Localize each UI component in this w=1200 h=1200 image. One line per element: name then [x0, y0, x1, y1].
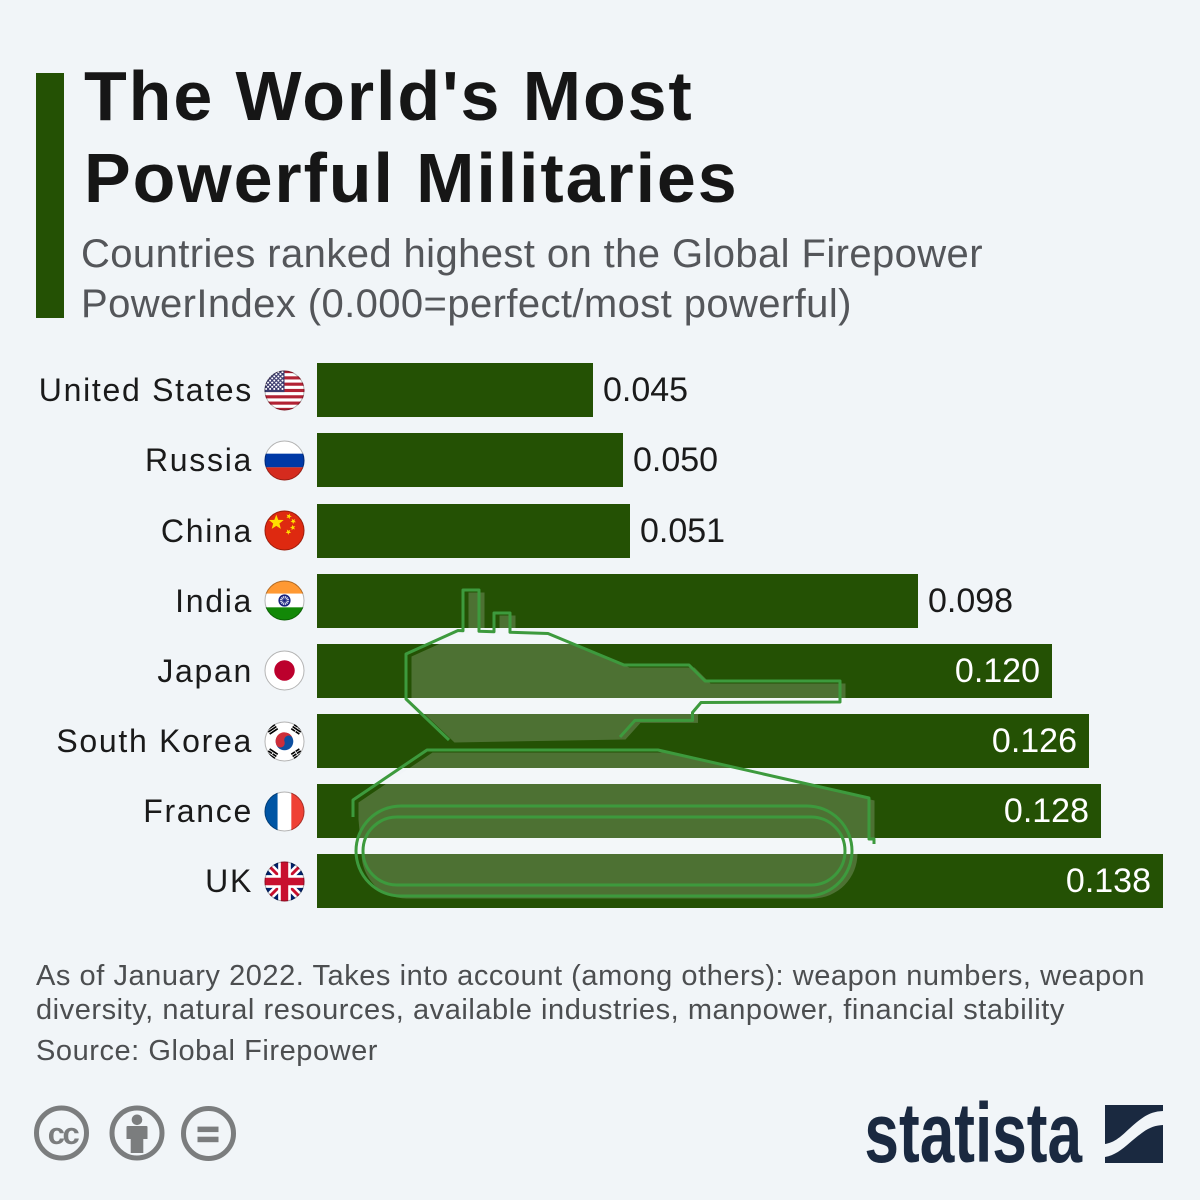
svg-text:cc: cc [48, 1116, 80, 1151]
svg-text:statista: statista [864, 1095, 1082, 1175]
